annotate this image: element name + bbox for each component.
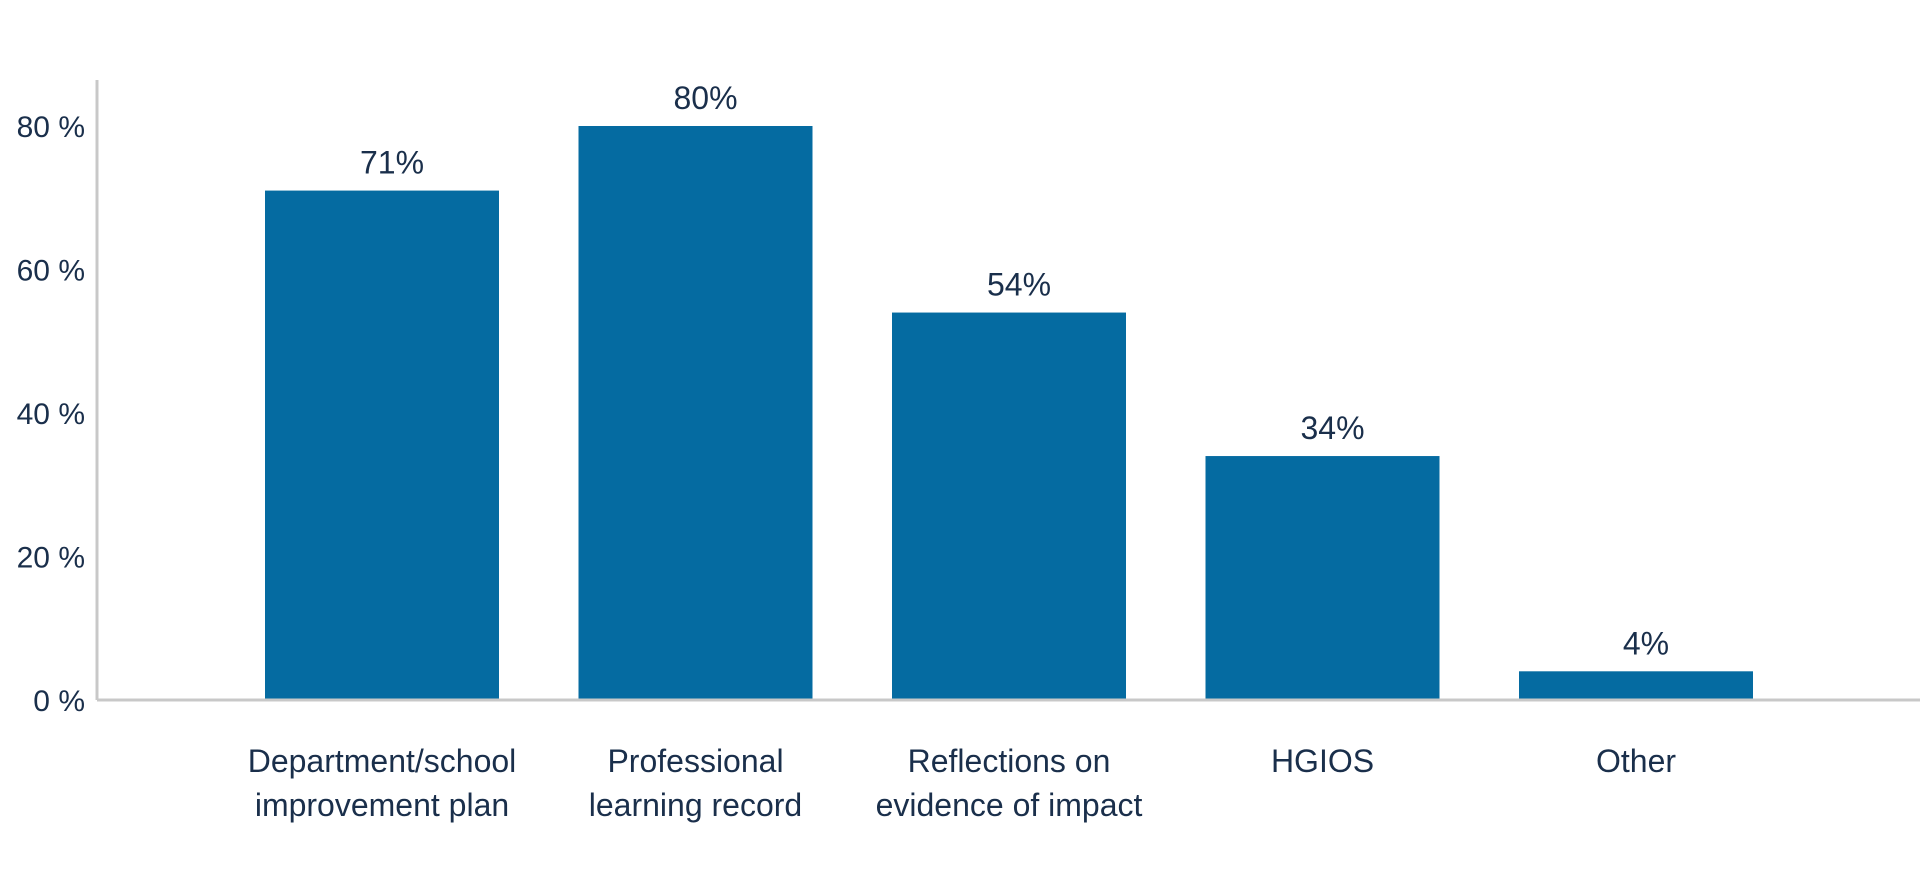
bar xyxy=(1205,456,1440,700)
data-label: 80% xyxy=(673,80,737,116)
category-label: Other xyxy=(1596,743,1676,779)
category-label: Reflections on evidence of impact xyxy=(876,743,1143,823)
y-tick-label: 20 % xyxy=(17,542,85,575)
category-labels: Department/school improvement plan Profess… xyxy=(248,743,1677,823)
data-label: 54% xyxy=(987,267,1051,303)
bars xyxy=(265,126,1753,700)
data-labels: 71% 80% 54% 34% 4% xyxy=(360,80,1669,661)
category-label: Department/school improvement plan xyxy=(248,743,517,823)
y-tick-label: 40 % xyxy=(17,398,85,431)
bar xyxy=(892,312,1126,700)
data-label: 71% xyxy=(360,145,424,181)
bar xyxy=(265,190,499,700)
y-tick-label: 60 % xyxy=(17,255,85,288)
y-tick-labels: 0 % 20 % 40 % 60 % 80 % xyxy=(17,111,85,718)
y-tick-label: 80 % xyxy=(17,111,85,144)
data-label: 4% xyxy=(1623,625,1669,661)
category-label: HGIOS xyxy=(1271,743,1374,779)
bar xyxy=(1519,671,1753,700)
category-label: Professional learning record xyxy=(589,743,802,823)
data-label: 34% xyxy=(1300,410,1364,446)
y-tick-label: 0 % xyxy=(33,685,85,718)
bar xyxy=(578,126,813,700)
